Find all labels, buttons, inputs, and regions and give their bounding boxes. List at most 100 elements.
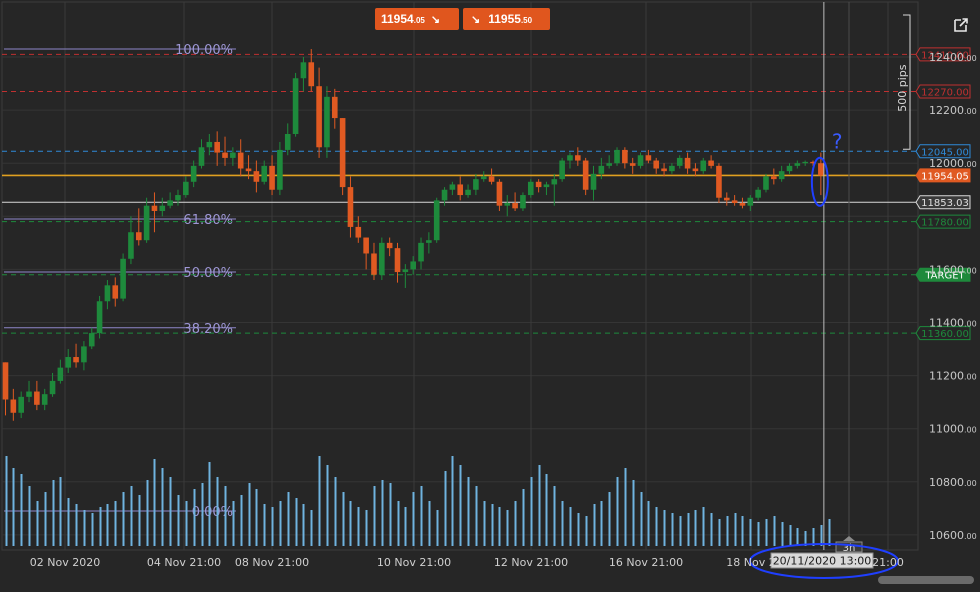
candle-body: [112, 285, 119, 299]
support-11360-badge[interactable]: [915, 326, 971, 341]
target-level-badge[interactable]: [915, 267, 971, 282]
candle: [418, 237, 424, 270]
candle: [88, 327, 95, 350]
candle-body: [18, 396, 24, 413]
candle: [716, 163, 722, 204]
candle: [2, 362, 9, 416]
level-11853-badge[interactable]: [915, 195, 971, 210]
candle-body: [473, 179, 479, 190]
candle: [810, 160, 816, 166]
candle: [308, 49, 315, 92]
candle: [379, 237, 385, 281]
bid-price-main: 11954: [381, 12, 414, 26]
candle-body: [771, 176, 777, 180]
candle-body: [128, 232, 134, 259]
candle-body: [716, 165, 722, 198]
target-level-label: TARGET: [924, 271, 965, 282]
candle: [135, 208, 142, 246]
candle-body: [520, 195, 526, 209]
candle-body: [363, 237, 369, 254]
candle: [26, 380, 32, 403]
candle-body: [614, 149, 620, 164]
candle: [277, 141, 283, 196]
timeframe-badge-label: 3h: [843, 543, 856, 554]
candle-body: [394, 248, 401, 273]
chart-scrollbar[interactable]: [878, 576, 974, 584]
candle: [49, 372, 56, 397]
candle: [645, 149, 652, 164]
candle-body: [810, 161, 816, 164]
candle-body: [676, 157, 683, 166]
candle-body: [708, 160, 714, 166]
candle-body: [347, 187, 354, 227]
candle-body: [559, 160, 565, 180]
level-12045-badge[interactable]: [915, 144, 971, 159]
pips-bracket: [903, 14, 911, 150]
fib-100-label: 100.00%: [175, 43, 233, 58]
candle: [214, 131, 220, 166]
resistance-12410-badge[interactable]: [915, 47, 971, 62]
candle-body: [622, 149, 628, 164]
y-tick-label: 11400.00: [929, 317, 977, 330]
candle: [598, 157, 605, 180]
candle: [755, 187, 761, 201]
resistance-12410-label: 12410.00: [921, 50, 969, 61]
x-tick-label: 10 Nov 21:00: [377, 556, 451, 569]
support-11780-badge[interactable]: [915, 214, 971, 229]
candle: [112, 277, 119, 307]
candle: [441, 187, 448, 206]
candle-body: [551, 179, 558, 185]
candle: [18, 391, 24, 419]
candle: [543, 181, 550, 196]
candle-body: [465, 189, 471, 196]
candle-body: [73, 357, 79, 363]
candle: [151, 192, 158, 233]
candle-body: [151, 205, 158, 211]
candle-body: [34, 391, 40, 405]
y-tick-label: 11000.00: [929, 423, 977, 436]
candle-body: [230, 152, 236, 158]
candle: [457, 176, 464, 201]
y-tick-label: 11600.00: [929, 263, 977, 276]
current-price-badge[interactable]: [915, 168, 971, 183]
candle: [339, 118, 346, 196]
candle-body: [645, 155, 652, 161]
candle-body: [418, 242, 424, 262]
y-tick-label: 10600.00: [929, 529, 977, 542]
y-tick-label: 12200.00: [929, 104, 977, 117]
y-tick-label: 12000.00: [929, 157, 977, 170]
fib-50-label: 50.00%: [183, 266, 233, 281]
resistance-12270-badge[interactable]: [915, 84, 971, 99]
candle-body: [135, 232, 142, 241]
candle-body: [731, 200, 738, 204]
fib-0-label: 0.00%: [192, 505, 233, 520]
candle: [582, 157, 589, 196]
candle: [527, 179, 534, 198]
candle: [175, 189, 181, 206]
candle: [771, 168, 777, 185]
ask-price-fraction: .50: [520, 16, 533, 25]
candle: [198, 139, 205, 169]
ask-price-button[interactable]: ↘ 11955.50: [463, 8, 550, 30]
candle: [159, 197, 166, 217]
candle-body: [763, 176, 769, 190]
arrow-down-right-icon: ↘: [471, 14, 481, 26]
time-highlight-ellipse: [749, 543, 899, 579]
candle: [426, 232, 432, 254]
candle: [284, 123, 291, 156]
candle: [73, 343, 79, 368]
bid-price-button[interactable]: 11954.05 ↘: [375, 8, 459, 30]
candle: [763, 173, 769, 193]
candle-body: [88, 333, 95, 347]
candle: [96, 295, 103, 339]
candle-body: [386, 242, 393, 249]
candle: [480, 171, 487, 182]
popout-icon[interactable]: [950, 14, 972, 36]
candle-body: [253, 171, 260, 182]
candle: [355, 216, 362, 243]
candle: [10, 388, 17, 421]
candle-body: [355, 226, 362, 238]
candle-body: [104, 285, 111, 302]
